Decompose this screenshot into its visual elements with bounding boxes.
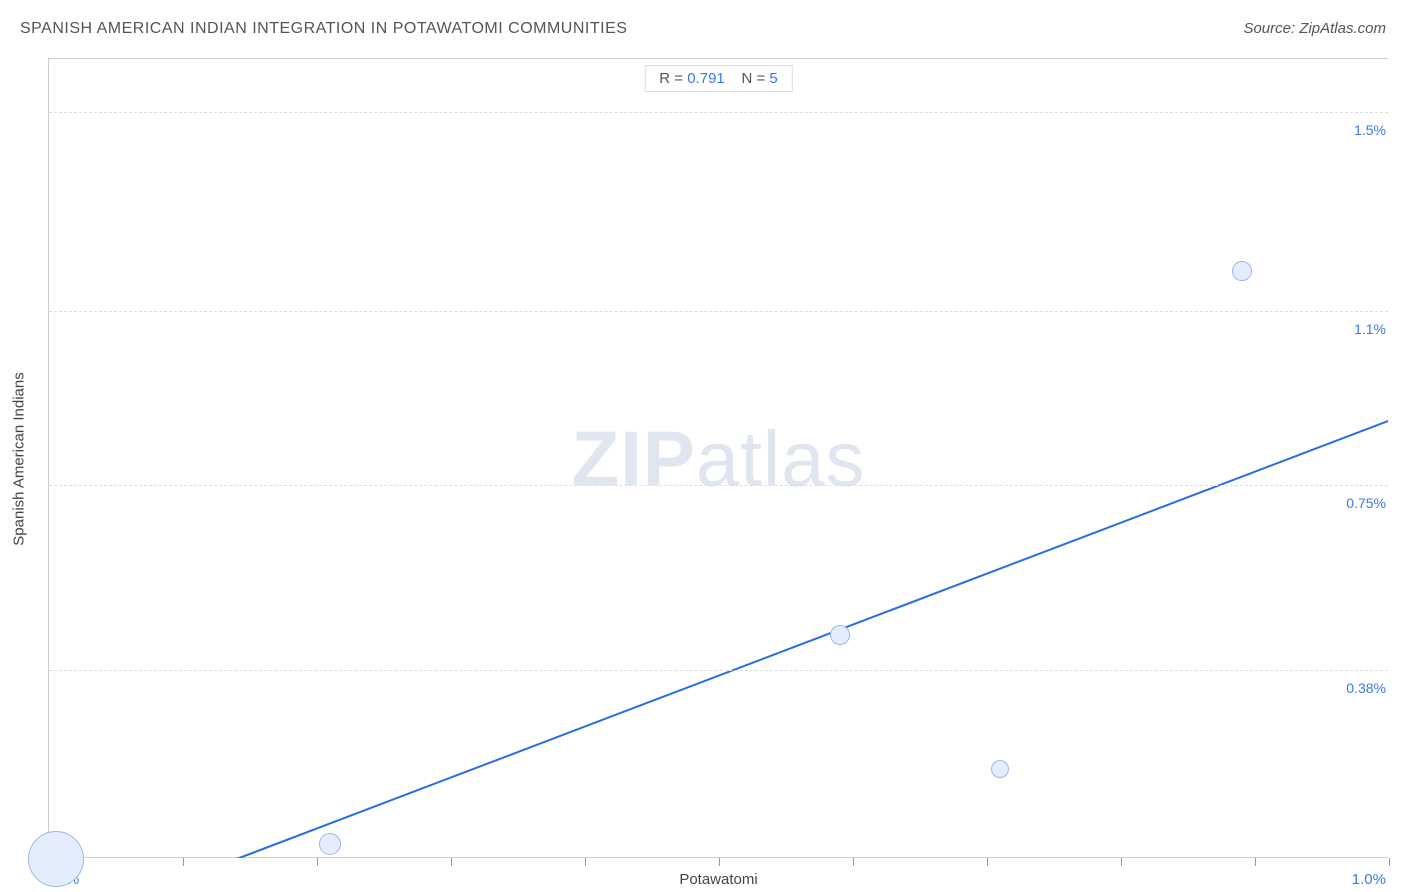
r-value: 0.791 <box>687 70 725 87</box>
watermark-rest: atlas <box>696 414 866 502</box>
grid-line <box>49 112 1388 113</box>
data-point <box>991 760 1009 778</box>
regression-line <box>49 59 1388 858</box>
grid-line <box>49 311 1388 312</box>
data-point <box>319 833 341 855</box>
scatter-chart: ZIPatlas R = 0.791 N = 5 Spanish America… <box>48 58 1388 858</box>
x-tick <box>183 858 184 866</box>
x-tick <box>853 858 854 866</box>
x-tick <box>719 858 720 866</box>
chart-title: SPANISH AMERICAN INDIAN INTEGRATION IN P… <box>20 20 1386 38</box>
stats-box: R = 0.791 N = 5 <box>644 65 792 92</box>
n-label: N = <box>741 70 765 87</box>
data-point <box>830 625 850 645</box>
x-axis-max-label: 1.0% <box>1352 871 1386 888</box>
x-tick <box>585 858 586 866</box>
n-value: 5 <box>769 70 777 87</box>
watermark: ZIPatlas <box>571 413 865 504</box>
x-tick <box>987 858 988 866</box>
y-tick-label: 1.5% <box>1354 122 1390 138</box>
x-tick <box>451 858 452 866</box>
y-axis-title: Spanish American Indians <box>11 372 28 545</box>
x-tick <box>1389 858 1390 866</box>
y-tick-label: 0.38% <box>1346 680 1390 696</box>
chart-header: SPANISH AMERICAN INDIAN INTEGRATION IN P… <box>20 20 1386 50</box>
x-tick <box>1121 858 1122 866</box>
data-point <box>1232 261 1252 281</box>
chart-source: Source: ZipAtlas.com <box>1243 20 1386 37</box>
x-tick <box>317 858 318 866</box>
grid-line <box>49 670 1388 671</box>
x-tick <box>1255 858 1256 866</box>
x-axis-title: Potawatomi <box>679 871 757 888</box>
y-tick-label: 1.1% <box>1354 321 1390 337</box>
watermark-bold: ZIP <box>571 414 695 502</box>
grid-line <box>49 485 1388 486</box>
data-point <box>28 831 84 887</box>
y-tick-label: 0.75% <box>1346 495 1390 511</box>
r-label: R = <box>659 70 683 87</box>
